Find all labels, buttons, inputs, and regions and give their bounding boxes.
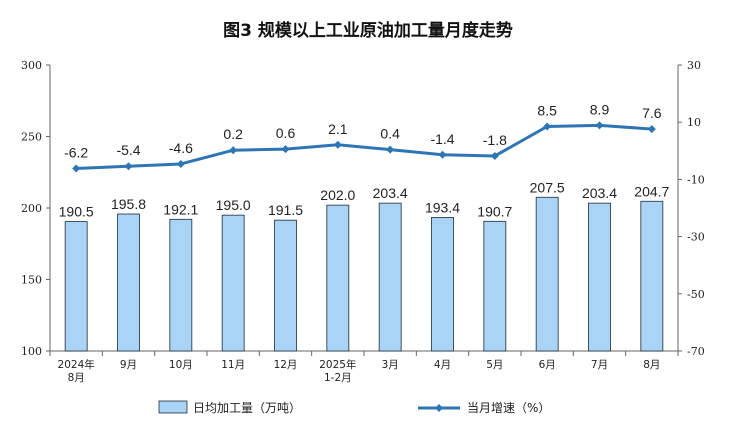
- x-category-label: 2025年: [319, 358, 356, 371]
- line-point: [72, 164, 81, 173]
- chart-title: 图3 规模以上工业原油加工量月度走势: [223, 20, 513, 41]
- legend-bar-label: 日均加工量（万吨）: [193, 401, 301, 415]
- line-value-label: 8.5: [537, 102, 557, 118]
- line-point: [543, 122, 552, 131]
- line-value-label: 8.9: [590, 101, 610, 117]
- line-value-label: 0.4: [380, 126, 400, 142]
- bar-value-label: 203.4: [373, 185, 408, 201]
- bar-value-label: 203.4: [582, 185, 617, 201]
- line-point: [333, 140, 342, 149]
- line-value-label: -5.4: [116, 142, 140, 158]
- right-tick-label: 30: [687, 59, 701, 72]
- line-series: [72, 121, 656, 173]
- line-value-label: 0.6: [276, 125, 296, 141]
- line-value-label: 0.2: [223, 126, 243, 142]
- x-category-label: 2024年: [58, 358, 95, 371]
- bar-series: [64, 196, 664, 352]
- bar: [221, 214, 245, 352]
- x-category-label: 8月: [68, 372, 85, 384]
- legend: 日均加工量（万吨） 当月增速（%）: [158, 400, 550, 415]
- left-tick-label: 150: [21, 274, 42, 287]
- right-tick-label: -10: [687, 173, 705, 186]
- right-tick-label: 10: [687, 116, 701, 129]
- line-point: [281, 145, 290, 154]
- line-value-label: -1.8: [483, 132, 507, 148]
- bar-value-label: 190.7: [477, 203, 512, 219]
- bar: [274, 219, 297, 352]
- bar: [378, 202, 402, 352]
- left-tick-label: 250: [21, 131, 42, 144]
- line-point: [386, 145, 395, 154]
- bar-labels: 190.5 195.8 192.1 195.0 191.5 202.0 203.4 193.4…: [59, 179, 670, 219]
- line-point: [176, 159, 185, 168]
- bar-value-label: 192.1: [163, 201, 198, 217]
- legend-line-marker: [435, 404, 443, 412]
- line-point: [124, 162, 133, 171]
- line-labels: -6.2 -5.4 -4.6 0.2 0.6 2.1 0.4 -1.4 -1.8 8.5 8.9 7.…: [64, 101, 662, 160]
- legend-bar-swatch: [158, 400, 188, 414]
- line-value-label: -6.2: [64, 145, 88, 161]
- x-category-label: 4月: [434, 359, 451, 371]
- x-category-label: 1-2月: [324, 372, 352, 384]
- x-category-label: 3月: [382, 359, 399, 371]
- bar: [117, 213, 140, 352]
- x-category-label: 5月: [486, 359, 503, 371]
- x-category-label: 11月: [221, 359, 245, 371]
- x-category-label: 6月: [539, 359, 556, 371]
- line-value-label: 7.6: [642, 105, 662, 121]
- line-value-label: -4.6: [169, 140, 193, 156]
- right-tick-label: -30: [687, 231, 705, 244]
- left-tick-label: 200: [21, 202, 42, 215]
- right-tick-label: -70: [687, 345, 705, 358]
- bar-value-label: 190.5: [59, 204, 94, 220]
- left-tick-label: 300: [21, 59, 42, 72]
- bar: [64, 221, 88, 352]
- line-point: [595, 121, 604, 130]
- bar: [169, 218, 193, 352]
- line-value-label: 2.1: [328, 121, 348, 137]
- bar: [431, 217, 454, 352]
- line-point: [438, 150, 447, 159]
- bar: [326, 204, 350, 352]
- x-category-label: 8月: [643, 359, 660, 371]
- bar-value-label: 195.8: [111, 196, 146, 212]
- x-category-label: 10月: [169, 359, 193, 371]
- line-value-label: -1.4: [430, 131, 454, 147]
- x-category-label: 7月: [591, 359, 608, 371]
- line-point: [229, 146, 238, 155]
- bar: [588, 202, 611, 352]
- x-category-label: 9月: [120, 359, 137, 371]
- legend-line-label: 当月增速（%）: [467, 401, 550, 415]
- bar: [483, 220, 507, 352]
- bar-value-label: 204.7: [634, 183, 669, 199]
- growth-line: [76, 123, 652, 171]
- bar: [640, 200, 664, 352]
- line-point: [647, 125, 656, 134]
- bar-value-label: 202.0: [320, 187, 355, 203]
- x-category-label: 12月: [274, 359, 298, 371]
- line-point: [490, 151, 499, 160]
- bar-value-label: 195.0: [216, 197, 251, 213]
- right-tick-label: -50: [687, 288, 705, 301]
- bar-value-label: 191.5: [268, 202, 303, 218]
- left-tick-label: 100: [21, 345, 42, 358]
- axes: 100 150 200 250 300 -70 -50 -30 -10 10 30: [21, 59, 705, 358]
- bar: [535, 196, 559, 352]
- bar-value-label: 207.5: [530, 179, 565, 195]
- bar-value-label: 193.4: [425, 199, 460, 215]
